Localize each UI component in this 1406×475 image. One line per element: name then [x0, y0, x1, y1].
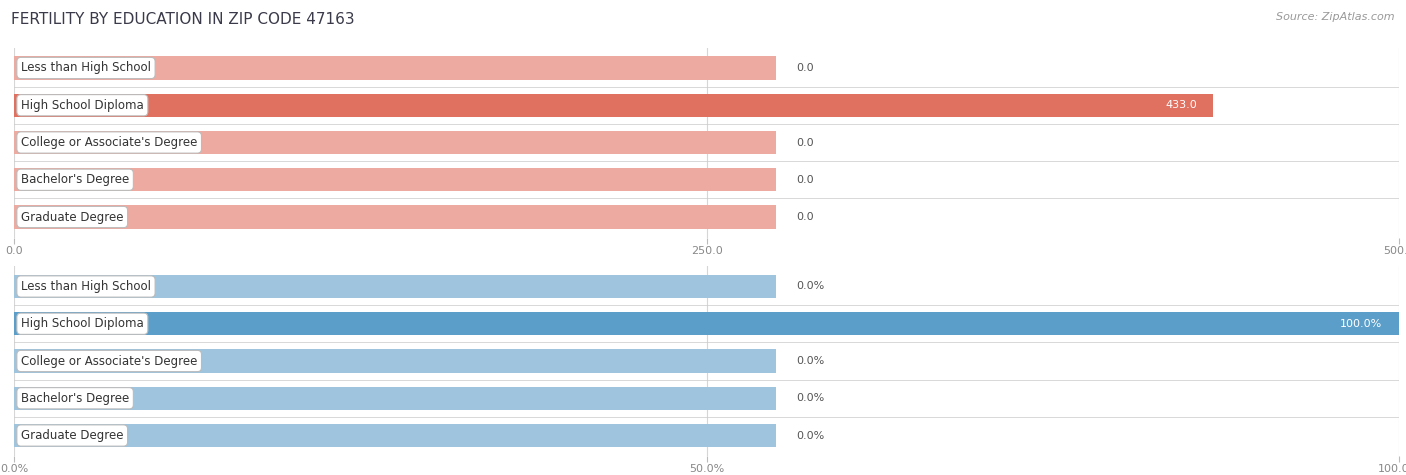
Text: 0.0%: 0.0%	[797, 393, 825, 403]
Text: 0.0%: 0.0%	[797, 282, 825, 292]
Bar	[14, 57, 776, 79]
Text: 0.0: 0.0	[797, 137, 814, 148]
Bar	[14, 206, 776, 228]
Bar	[14, 424, 776, 447]
Text: 0.0%: 0.0%	[797, 356, 825, 366]
Text: Bachelor's Degree: Bachelor's Degree	[21, 392, 129, 405]
Text: Graduate Degree: Graduate Degree	[21, 429, 124, 442]
Text: 100.0%: 100.0%	[1340, 319, 1382, 329]
Text: 433.0: 433.0	[1166, 100, 1197, 110]
Text: Source: ZipAtlas.com: Source: ZipAtlas.com	[1277, 12, 1395, 22]
Text: FERTILITY BY EDUCATION IN ZIP CODE 47163: FERTILITY BY EDUCATION IN ZIP CODE 47163	[11, 12, 354, 27]
Text: College or Associate's Degree: College or Associate's Degree	[21, 354, 197, 368]
Text: 0.0: 0.0	[797, 212, 814, 222]
Text: 0.0: 0.0	[797, 175, 814, 185]
Bar	[14, 94, 1213, 117]
Text: 0.0%: 0.0%	[797, 430, 825, 440]
Bar	[14, 312, 1399, 335]
Bar	[14, 312, 776, 335]
Text: Graduate Degree: Graduate Degree	[21, 210, 124, 224]
Bar	[14, 387, 776, 410]
Text: Bachelor's Degree: Bachelor's Degree	[21, 173, 129, 186]
Bar	[14, 94, 776, 117]
Text: Less than High School: Less than High School	[21, 280, 150, 293]
Text: College or Associate's Degree: College or Associate's Degree	[21, 136, 197, 149]
Text: Less than High School: Less than High School	[21, 61, 150, 75]
Bar	[14, 275, 776, 298]
Bar	[14, 168, 776, 191]
Bar	[14, 131, 776, 154]
Text: 0.0: 0.0	[797, 63, 814, 73]
Bar	[14, 350, 776, 372]
Text: High School Diploma: High School Diploma	[21, 317, 143, 330]
Text: High School Diploma: High School Diploma	[21, 99, 143, 112]
